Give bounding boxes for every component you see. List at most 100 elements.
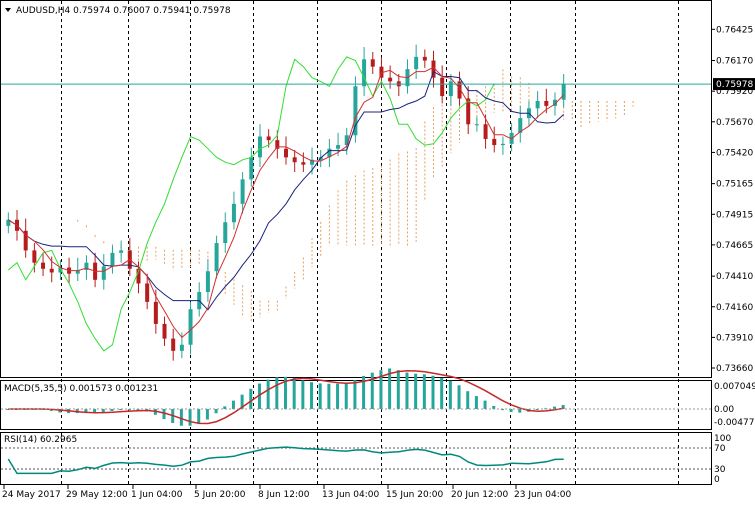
candle-body <box>249 157 254 180</box>
macd-bar <box>284 376 287 409</box>
macd-bar <box>257 383 261 409</box>
time-label: 29 May 12:00 <box>66 490 128 500</box>
macd-bar <box>518 409 522 413</box>
symbol-header: AUDUSD,H4 0.75974 0.76007 0.75941 0.7597… <box>16 6 231 16</box>
candle-body <box>379 66 384 78</box>
time-label: 5 Jun 20:00 <box>194 490 246 500</box>
price-label: 0.74915 <box>716 210 753 220</box>
candle-body <box>266 136 271 141</box>
macd-bar <box>231 400 235 409</box>
chikou-span-line <box>7 56 495 352</box>
candle-body <box>284 148 288 158</box>
macd-bar <box>552 406 556 409</box>
candle-body <box>153 301 158 324</box>
candle-body <box>119 250 124 253</box>
price-label: 0.75420 <box>716 148 753 158</box>
candle-body <box>6 219 11 226</box>
macd-bar <box>179 409 183 426</box>
candle-body <box>84 262 89 271</box>
macd-bar <box>93 409 97 413</box>
macd-bar <box>370 372 374 409</box>
macd-bar <box>431 375 435 409</box>
macd-bar <box>440 378 444 409</box>
candle-body <box>41 262 46 269</box>
macd-bar <box>249 388 253 409</box>
candle-body <box>561 83 566 100</box>
macd-bar <box>509 409 513 412</box>
candle-body <box>275 140 280 149</box>
rsi-axis-label: 100 <box>714 434 731 444</box>
candle-body <box>301 162 306 165</box>
macd-bar <box>214 409 218 414</box>
price-label: 0.75165 <box>716 180 753 190</box>
candle-body <box>188 309 193 345</box>
rsi-axis-label: 0 <box>714 475 720 485</box>
macd-bar <box>483 400 487 409</box>
kijun-sen-line <box>8 70 565 311</box>
candle-body <box>32 250 37 263</box>
candle-body <box>431 60 436 78</box>
rsi-axis-label: 30 <box>714 465 726 475</box>
time-label: 15 Jun 20:00 <box>386 490 443 500</box>
candle-body <box>214 243 219 272</box>
candle-body <box>370 59 375 67</box>
macd-bar <box>127 409 131 411</box>
candle-body <box>500 143 505 146</box>
macd-axis-label: -0.004779 <box>714 418 755 428</box>
candle-body <box>110 252 115 267</box>
macd-title: MACD(5,35,5) 0.001573 0.001231 <box>4 384 158 394</box>
time-label: 20 Jun 12:00 <box>451 490 508 500</box>
candle-body <box>231 203 236 223</box>
candle-body <box>362 59 367 87</box>
candle-body <box>240 179 245 204</box>
macd-bar <box>110 409 114 412</box>
macd-bar <box>353 380 357 409</box>
macd-bar <box>492 405 496 409</box>
candle-body <box>552 99 557 106</box>
macd-bar <box>310 382 314 409</box>
price-label: 0.73660 <box>716 364 753 374</box>
macd-bar <box>6 409 10 410</box>
macd-bar <box>457 385 461 409</box>
macd-bar <box>197 409 201 424</box>
main-chart-panel[interactable] <box>0 0 712 378</box>
macd-bar <box>205 409 209 420</box>
rsi-panel[interactable] <box>0 432 712 485</box>
candle-body <box>483 124 488 139</box>
candle-body <box>75 270 80 274</box>
candle-body <box>518 118 523 133</box>
macd-bar <box>301 380 305 409</box>
candle-body <box>414 56 419 70</box>
macd-bar <box>292 377 296 409</box>
candle-body <box>136 268 141 284</box>
macd-bar <box>448 380 452 409</box>
dropdown-arrow-icon[interactable] <box>5 8 11 12</box>
macd-bar <box>422 374 426 409</box>
time-label: 23 Jun 04:00 <box>514 490 571 500</box>
macd-signal-line <box>8 370 564 425</box>
macd-histogram <box>6 368 565 426</box>
time-axis: 24 May 2017 29 May 12:00 1 Jun 04:00 5 Jun … <box>2 485 571 500</box>
candle-body <box>162 323 167 339</box>
candle-body <box>466 98 471 125</box>
time-label: 24 May 2017 <box>2 490 61 500</box>
candle-body <box>327 148 332 158</box>
candle-body <box>101 266 106 280</box>
candle-body <box>336 145 341 149</box>
macd-bar <box>344 383 348 409</box>
macd-bar <box>240 394 244 409</box>
candle-body <box>544 100 549 106</box>
macd-bar <box>101 409 105 413</box>
candle-body <box>535 100 540 109</box>
macd-bar <box>561 404 565 409</box>
candlesticks <box>6 44 566 361</box>
candle-body <box>457 81 462 99</box>
time-label: 1 Jun 04:00 <box>131 490 183 500</box>
macd-bar <box>414 373 418 409</box>
macd-bar <box>188 409 192 426</box>
macd-axis-label: 0.007049 <box>714 382 755 392</box>
macd-bar <box>223 406 227 409</box>
candle-body <box>49 268 54 273</box>
